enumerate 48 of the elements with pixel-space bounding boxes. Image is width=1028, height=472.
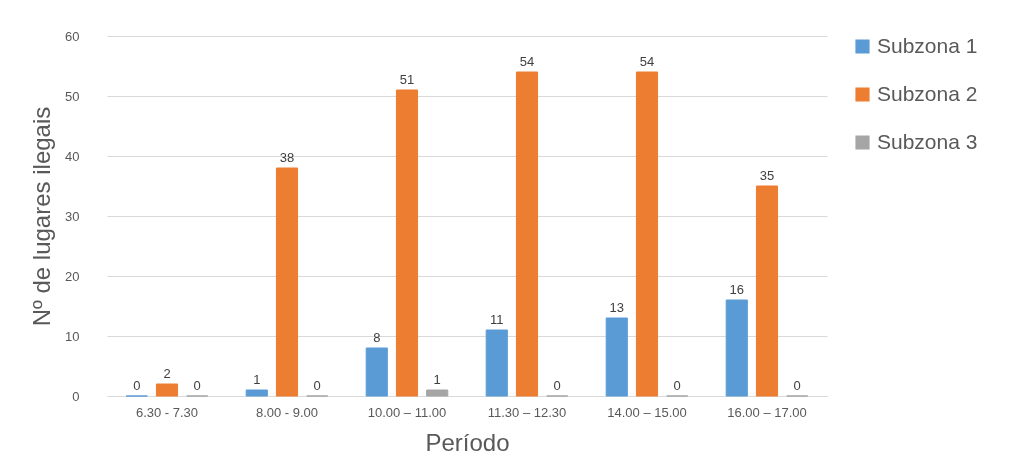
- data-label: 38: [279, 150, 295, 165]
- data-label: 8: [373, 330, 381, 345]
- bar: [395, 89, 419, 397]
- data-label: 0: [673, 378, 681, 393]
- x-tick-label: 14.00 – 15.00: [607, 404, 687, 420]
- legend-label: Subzona 1: [877, 33, 978, 57]
- bar: [755, 185, 779, 397]
- bar: [725, 299, 748, 397]
- bar: [605, 317, 628, 397]
- data-label: 54: [639, 54, 655, 69]
- data-label: 0: [193, 378, 201, 393]
- data-label: 35: [759, 168, 775, 183]
- bar: [426, 389, 449, 397]
- x-axis-title: Período: [425, 428, 510, 456]
- data-label: 11: [490, 312, 504, 327]
- y-tick-label: 60: [65, 28, 80, 44]
- data-label: 2: [163, 366, 171, 381]
- bar: [245, 389, 268, 397]
- data-label: 1: [253, 372, 261, 387]
- data-label: 16: [729, 282, 745, 297]
- y-tick-label: 10: [65, 328, 80, 344]
- y-tick-label: 50: [65, 88, 80, 104]
- x-tick-label: 16.00 – 17.00: [727, 404, 807, 420]
- bar: [635, 71, 659, 397]
- data-label: 0: [133, 378, 141, 393]
- data-label: 51: [399, 72, 415, 87]
- data-label: 0: [553, 378, 561, 393]
- x-tick-label: 6.30 - 7.30: [135, 404, 199, 420]
- y-tick-label: 20: [65, 268, 80, 284]
- bar: [485, 329, 508, 397]
- data-label: 54: [519, 54, 535, 69]
- data-label: 13: [609, 300, 625, 315]
- y-tick-label: 40: [65, 148, 80, 164]
- x-tick-label: 10.00 – 11.00: [367, 404, 447, 420]
- bar: [365, 347, 388, 397]
- y-tick-label: 30: [65, 208, 80, 224]
- legend-label: Subzona 2: [877, 81, 978, 105]
- bar: [155, 383, 179, 397]
- data-label: 1: [433, 372, 441, 387]
- y-axis-title: Nº de lugares ilegais: [28, 106, 56, 327]
- data-label: 0: [313, 378, 321, 393]
- data-label: 0: [793, 378, 801, 393]
- bar: [515, 71, 539, 397]
- bar: [275, 167, 299, 397]
- y-tick-label: 0: [72, 388, 80, 404]
- x-tick-label: 8.00 - 9.00: [255, 404, 319, 420]
- x-tick-label: 11.30 – 12.30: [487, 404, 567, 420]
- legend-label: Subzona 3: [877, 129, 978, 153]
